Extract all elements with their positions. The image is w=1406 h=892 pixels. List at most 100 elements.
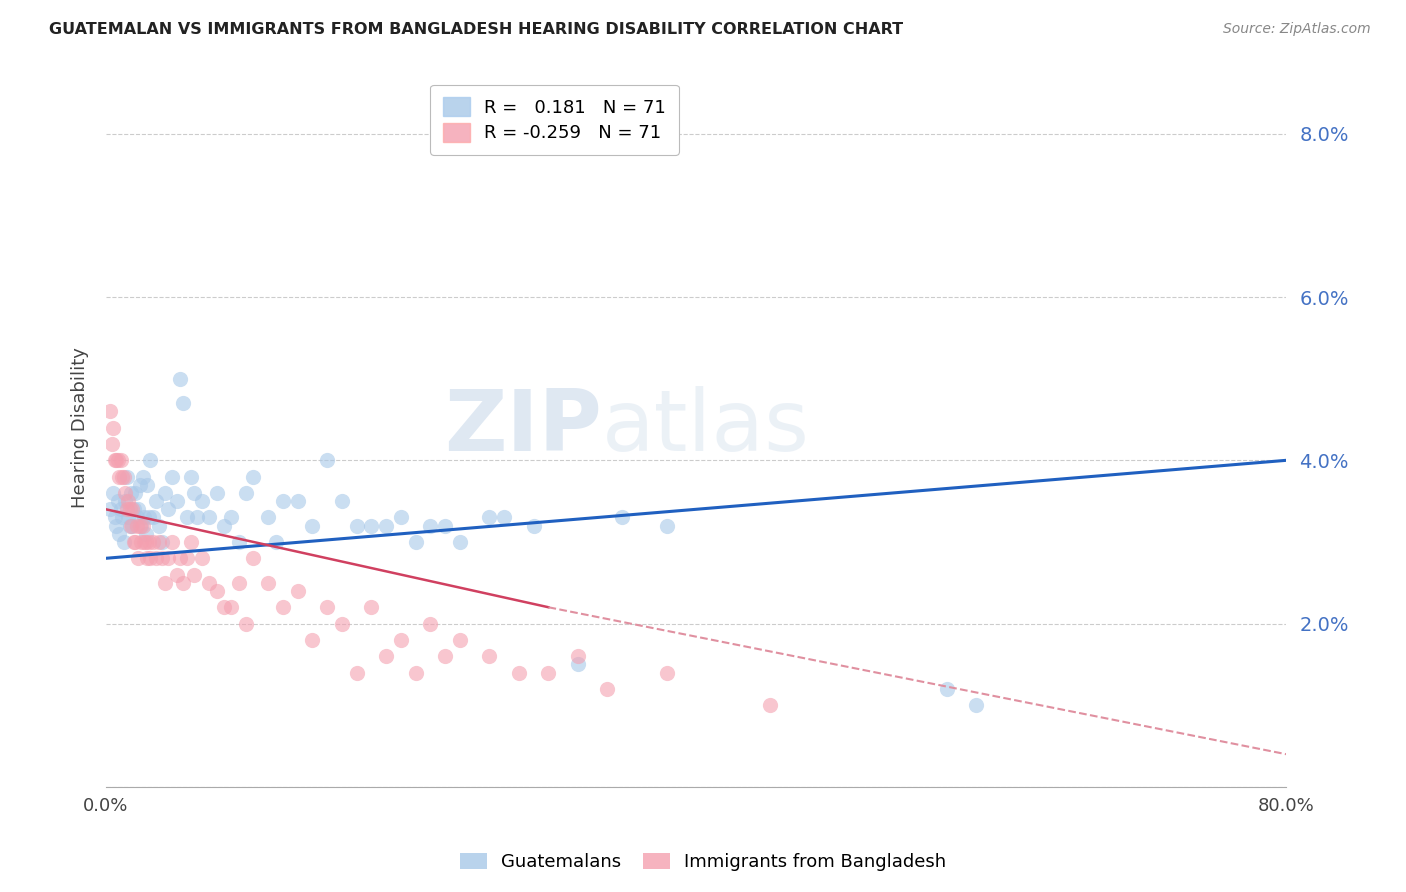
Point <box>108 526 131 541</box>
Point <box>478 649 501 664</box>
Point <box>449 632 471 647</box>
Point <box>346 518 368 533</box>
Point <box>183 567 205 582</box>
Point <box>114 494 136 508</box>
Point <box>478 510 501 524</box>
Text: ZIP: ZIP <box>444 386 602 469</box>
Point <box>166 494 188 508</box>
Point <box>156 502 179 516</box>
Y-axis label: Hearing Disability: Hearing Disability <box>72 347 89 508</box>
Point <box>105 453 128 467</box>
Legend: R =   0.181   N = 71, R = -0.259   N = 71: R = 0.181 N = 71, R = -0.259 N = 71 <box>430 85 679 155</box>
Point <box>121 518 143 533</box>
Point <box>183 486 205 500</box>
Point <box>169 551 191 566</box>
Point <box>124 535 146 549</box>
Point <box>127 551 149 566</box>
Point <box>112 469 135 483</box>
Point <box>142 510 165 524</box>
Point <box>935 681 957 696</box>
Point <box>142 535 165 549</box>
Point <box>228 535 250 549</box>
Point <box>121 502 143 516</box>
Point <box>221 600 243 615</box>
Point <box>117 494 139 508</box>
Point <box>122 502 145 516</box>
Point <box>330 616 353 631</box>
Point <box>655 518 678 533</box>
Point <box>205 583 228 598</box>
Point <box>205 486 228 500</box>
Text: GUATEMALAN VS IMMIGRANTS FROM BANGLADESH HEARING DISABILITY CORRELATION CHART: GUATEMALAN VS IMMIGRANTS FROM BANGLADESH… <box>49 22 903 37</box>
Point <box>145 494 167 508</box>
Point <box>172 575 194 590</box>
Point <box>107 494 129 508</box>
Point <box>150 535 173 549</box>
Point <box>115 502 138 516</box>
Point <box>156 551 179 566</box>
Point <box>176 510 198 524</box>
Point <box>655 665 678 680</box>
Point <box>153 575 176 590</box>
Point <box>138 510 160 524</box>
Point <box>131 535 153 549</box>
Point <box>135 526 157 541</box>
Point <box>138 535 160 549</box>
Point <box>316 453 339 467</box>
Point <box>301 518 323 533</box>
Point <box>375 518 398 533</box>
Point <box>221 510 243 524</box>
Point <box>105 518 128 533</box>
Point <box>153 486 176 500</box>
Point <box>434 518 457 533</box>
Point <box>330 494 353 508</box>
Point <box>537 665 560 680</box>
Point <box>135 535 157 549</box>
Point <box>125 518 148 533</box>
Point <box>758 698 780 713</box>
Point <box>235 616 257 631</box>
Point <box>389 510 412 524</box>
Point <box>128 478 150 492</box>
Point <box>242 551 264 566</box>
Point <box>101 437 124 451</box>
Point <box>132 518 155 533</box>
Point <box>228 575 250 590</box>
Point <box>419 518 441 533</box>
Point <box>235 486 257 500</box>
Point <box>508 665 530 680</box>
Point <box>104 510 127 524</box>
Point <box>405 535 427 549</box>
Point <box>124 486 146 500</box>
Point <box>125 510 148 524</box>
Point <box>316 600 339 615</box>
Point <box>271 600 294 615</box>
Point <box>117 510 139 524</box>
Point <box>131 518 153 533</box>
Point <box>186 510 208 524</box>
Point <box>111 510 134 524</box>
Point <box>112 535 135 549</box>
Point <box>139 453 162 467</box>
Point <box>166 567 188 582</box>
Point <box>567 649 589 664</box>
Point <box>191 551 214 566</box>
Point <box>596 681 619 696</box>
Point <box>567 657 589 672</box>
Point <box>169 372 191 386</box>
Point <box>212 600 235 615</box>
Point <box>134 510 156 524</box>
Point <box>136 478 159 492</box>
Text: Source: ZipAtlas.com: Source: ZipAtlas.com <box>1223 22 1371 37</box>
Point <box>148 535 170 549</box>
Point <box>122 535 145 549</box>
Point <box>110 453 132 467</box>
Point <box>150 551 173 566</box>
Point <box>145 551 167 566</box>
Point <box>180 469 202 483</box>
Point <box>136 551 159 566</box>
Point <box>114 486 136 500</box>
Point <box>162 535 184 549</box>
Point <box>264 535 287 549</box>
Point <box>612 510 634 524</box>
